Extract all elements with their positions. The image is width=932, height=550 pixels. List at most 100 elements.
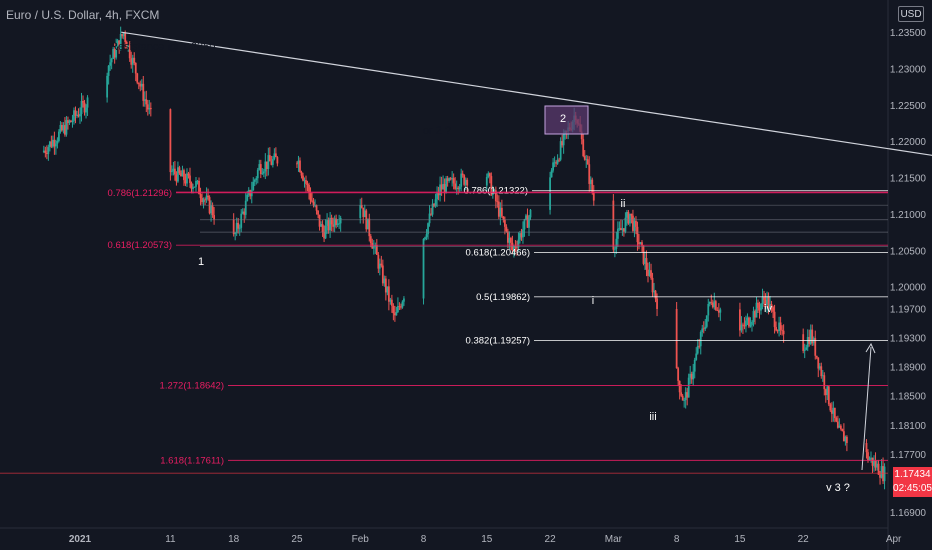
candle-body xyxy=(445,178,448,194)
candle-body xyxy=(180,173,182,177)
candle-body xyxy=(113,48,116,58)
candle-body xyxy=(638,242,640,245)
candle-body xyxy=(615,238,618,249)
candle-body xyxy=(124,33,127,43)
candle-body xyxy=(366,218,369,230)
candle-body xyxy=(508,238,511,243)
candle-body xyxy=(708,301,711,304)
candle-body xyxy=(116,40,119,47)
candle-body xyxy=(559,141,562,160)
candle-body xyxy=(276,157,279,164)
x-tick-label: 2021 xyxy=(69,534,92,545)
candle-body xyxy=(265,161,268,169)
candle-body xyxy=(644,258,646,264)
candle-body xyxy=(651,277,654,293)
candle-body xyxy=(645,258,648,270)
candle-body xyxy=(754,311,756,318)
candle-body xyxy=(109,62,112,66)
candle-body xyxy=(309,192,312,201)
candle-body xyxy=(326,220,328,226)
candle-body xyxy=(552,162,554,171)
candle-body xyxy=(767,296,770,309)
candle-body xyxy=(876,463,878,468)
candle-body xyxy=(149,107,152,110)
candle-body xyxy=(496,201,499,203)
candle-body xyxy=(368,218,371,237)
candle-body xyxy=(140,83,143,87)
candle-body xyxy=(506,231,509,243)
candle-body xyxy=(360,205,363,208)
candle-body xyxy=(487,173,490,178)
candle-body xyxy=(106,75,109,98)
countdown-timer: 02:45:05 xyxy=(893,483,932,494)
candle-body xyxy=(332,224,335,227)
candle-body xyxy=(879,474,881,478)
candle-body xyxy=(82,101,84,103)
candle-body xyxy=(436,192,438,200)
candle-body xyxy=(195,180,197,187)
y-tick-label: 1.21500 xyxy=(890,174,927,185)
candle-body xyxy=(274,153,277,158)
fib-level-label: 0.618(1.20573) xyxy=(108,240,172,251)
candle-body xyxy=(677,368,680,381)
y-tick-label: 1.23000 xyxy=(890,65,927,76)
candle-body xyxy=(510,238,512,243)
candle-body xyxy=(874,460,877,468)
fib-level-label: 1.272(1.18642) xyxy=(160,381,224,392)
y-tick-label: 1.19300 xyxy=(890,334,927,345)
candle-body xyxy=(323,232,325,239)
candle-body xyxy=(74,110,77,116)
candle-body xyxy=(240,213,243,228)
candle-body xyxy=(821,375,824,377)
candle-body xyxy=(458,186,461,190)
x-tick-label: Feb xyxy=(352,534,370,545)
candle-body xyxy=(592,192,595,201)
candle-body xyxy=(377,254,380,269)
candle-body xyxy=(139,83,142,87)
candle-body xyxy=(870,457,872,459)
candle-body xyxy=(56,140,59,144)
candle-body xyxy=(375,245,378,255)
candle-body xyxy=(684,392,687,401)
candle-body xyxy=(690,373,693,380)
candle-body xyxy=(300,172,303,176)
candle-body xyxy=(629,213,631,224)
candle-body xyxy=(494,190,497,202)
candle-body xyxy=(766,296,768,306)
currency-button[interactable]: USD xyxy=(898,6,924,22)
candle-body xyxy=(517,239,520,248)
fib-level-label: 0.786(1.21322) xyxy=(464,186,528,197)
candle-body xyxy=(244,200,247,215)
candle-body xyxy=(763,297,765,300)
candle-body xyxy=(748,317,750,327)
candle-body xyxy=(54,143,57,147)
y-tick-label: 1.21000 xyxy=(890,210,927,221)
candle-body xyxy=(525,215,527,220)
candle-body xyxy=(739,309,741,331)
candle-body xyxy=(633,220,636,231)
candle-body xyxy=(145,99,148,105)
candle-body xyxy=(613,248,616,250)
candle-body xyxy=(451,178,454,180)
candle-body xyxy=(809,329,812,344)
candle-body xyxy=(61,124,63,131)
candle-body xyxy=(488,173,491,177)
candle-body xyxy=(241,211,244,214)
candle-body xyxy=(422,239,425,299)
candle-body xyxy=(315,205,318,211)
candle-body xyxy=(264,161,267,172)
candle-body xyxy=(588,164,591,184)
candle-body xyxy=(193,186,196,188)
candle-body xyxy=(258,164,261,170)
candle-body xyxy=(556,159,559,164)
candle-body xyxy=(302,175,304,181)
candle-body xyxy=(146,104,149,110)
candle-body xyxy=(243,211,246,215)
candle-body xyxy=(58,131,60,141)
candle-body xyxy=(693,359,696,372)
candle-body xyxy=(424,237,426,240)
candle-body xyxy=(749,324,752,327)
candle-body xyxy=(403,298,405,302)
